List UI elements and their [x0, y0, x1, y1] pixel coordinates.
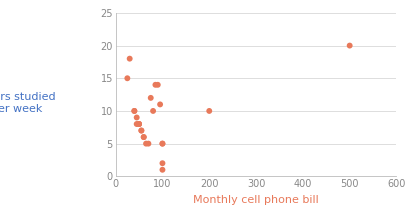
- Point: [133, 122, 140, 126]
- Point: [133, 116, 140, 119]
- Point: [152, 83, 159, 86]
- Point: [131, 109, 138, 113]
- Point: [159, 161, 166, 165]
- Point: [150, 109, 157, 113]
- Point: [126, 57, 133, 60]
- Point: [347, 44, 353, 47]
- Text: Hours studied
per week: Hours studied per week: [0, 92, 55, 114]
- Point: [131, 109, 138, 113]
- Point: [157, 103, 164, 106]
- Point: [147, 96, 154, 100]
- Point: [206, 109, 213, 113]
- Point: [138, 129, 145, 132]
- Point: [159, 168, 166, 172]
- Point: [124, 77, 131, 80]
- Point: [136, 122, 142, 126]
- Point: [159, 142, 166, 145]
- Point: [140, 135, 147, 139]
- Point: [138, 129, 145, 132]
- Point: [143, 142, 150, 145]
- X-axis label: Monthly cell phone bill: Monthly cell phone bill: [193, 195, 319, 205]
- Point: [136, 122, 142, 126]
- Point: [145, 142, 152, 145]
- Point: [136, 122, 142, 126]
- Point: [140, 135, 147, 139]
- Point: [154, 83, 161, 86]
- Point: [159, 142, 166, 145]
